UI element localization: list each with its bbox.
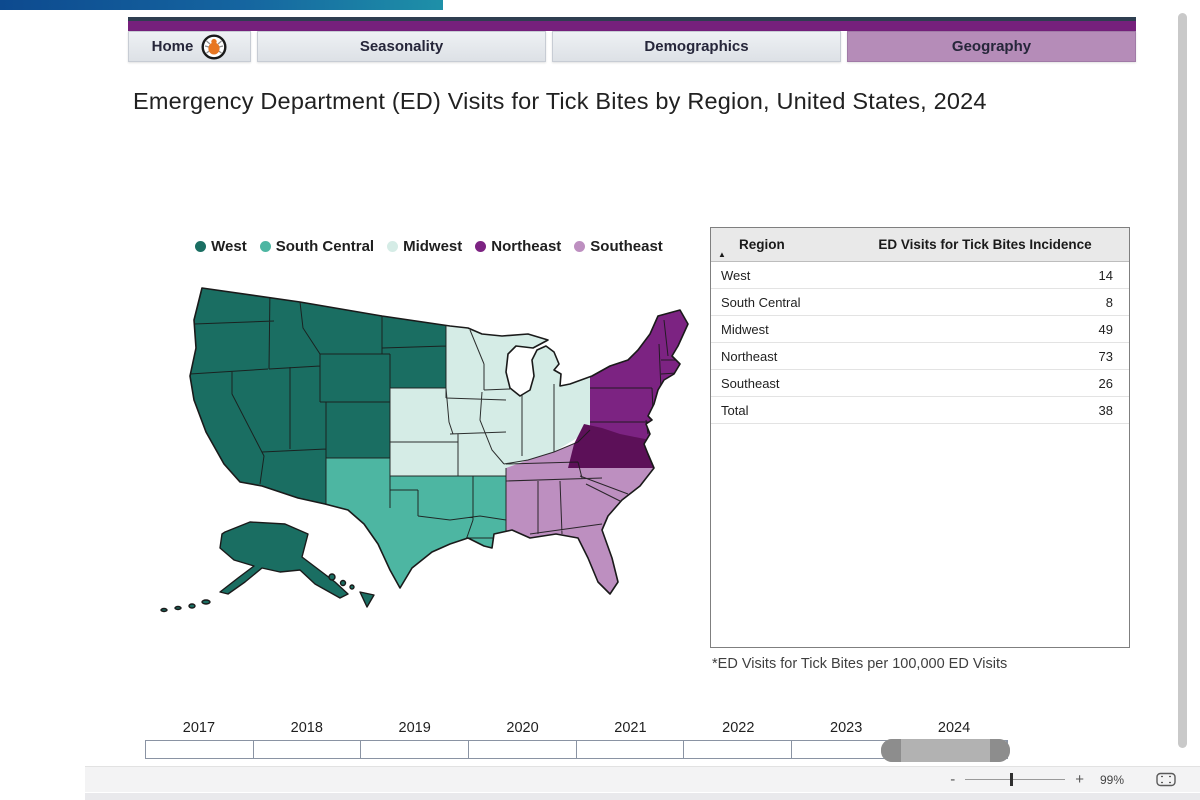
map-region-alaska[interactable] — [160, 521, 349, 613]
tab-demographics-label: Demographics — [644, 38, 749, 55]
table-row[interactable]: Northeast 73 — [711, 343, 1129, 370]
zoom-slider[interactable] — [965, 773, 1066, 786]
top-accent-bar — [0, 0, 443, 10]
year-label-2019: 2019 — [398, 720, 431, 736]
legend-label-northeast: Northeast — [491, 238, 562, 255]
year-slider-handle[interactable] — [881, 739, 1010, 762]
map-region-hawaii[interactable] — [328, 573, 375, 608]
cell-value: 8 — [1105, 294, 1113, 310]
tab-seasonality[interactable]: Seasonality — [257, 31, 546, 62]
tab-demographics[interactable]: Demographics — [552, 31, 841, 62]
year-label-2018: 2018 — [290, 720, 323, 736]
legend-dot-west — [195, 241, 207, 252]
year-segment[interactable] — [254, 741, 362, 758]
map-region-southeast[interactable] — [506, 442, 705, 617]
zoom-slider-handle[interactable] — [1010, 773, 1014, 786]
table-row[interactable]: West 14 — [711, 262, 1129, 289]
year-segment[interactable] — [146, 741, 254, 758]
zoom-in-button[interactable]: + — [1075, 771, 1084, 788]
header-accent-bar — [128, 17, 1136, 31]
column-header-region[interactable]: Region — [739, 237, 785, 252]
year-segment[interactable] — [469, 741, 577, 758]
cell-value: 49 — [1098, 321, 1113, 337]
year-label-2020: 2020 — [506, 720, 539, 736]
legend-item-south-central[interactable]: South Central — [259, 238, 375, 255]
region-table: ▲ Region ED Visits for Tick Bites Incide… — [710, 227, 1130, 648]
status-bar: - + 99% — [85, 766, 1200, 792]
table-row[interactable]: Midwest 49 — [711, 316, 1129, 343]
tab-geography[interactable]: Geography — [847, 31, 1136, 62]
legend-label-midwest: Midwest — [403, 238, 463, 255]
table-row-total[interactable]: Total 38 — [711, 397, 1129, 424]
year-slider-track[interactable] — [145, 739, 1010, 762]
cell-region: South Central — [721, 294, 801, 310]
year-segment[interactable] — [577, 741, 685, 758]
fit-to-page-icon[interactable] — [1156, 772, 1176, 787]
tick-icon — [201, 33, 227, 60]
map-region-west[interactable] — [150, 272, 446, 522]
zoom-level: 99% — [1100, 772, 1125, 787]
table-row[interactable]: Southeast 26 — [711, 370, 1129, 397]
tab-geography-label: Geography — [951, 38, 1032, 55]
cell-value: 26 — [1098, 375, 1113, 391]
vertical-scrollbar[interactable] — [1178, 13, 1187, 748]
footnote: *ED Visits for Tick Bites per 100,000 ED… — [712, 656, 1008, 672]
nav-tabs: Home Seasonality Demographics Geography — [128, 31, 1136, 62]
cell-region: Southeast — [721, 375, 780, 391]
legend-item-west[interactable]: West — [195, 238, 247, 255]
legend-label-west: West — [211, 238, 247, 255]
legend-item-northeast[interactable]: Northeast — [475, 238, 561, 255]
year-label-2022: 2022 — [722, 720, 755, 736]
legend-dot-midwest — [387, 241, 399, 252]
table-header: ▲ Region ED Visits for Tick Bites Incide… — [711, 228, 1129, 262]
legend-dot-northeast — [475, 241, 487, 252]
us-region-map — [150, 272, 705, 617]
tab-home-label: Home — [151, 38, 194, 55]
legend-dot-southeast — [574, 241, 586, 252]
year-label-2023: 2023 — [830, 720, 863, 736]
cell-region: Northeast — [721, 348, 778, 364]
cell-region: West — [721, 267, 751, 283]
state-borders — [190, 288, 679, 565]
legend-item-southeast[interactable]: Southeast — [574, 238, 663, 255]
cell-region: Total — [721, 402, 749, 418]
map-region-virginia-westvirginia[interactable] — [568, 424, 655, 468]
us-outline — [189, 287, 689, 595]
cell-value: 73 — [1098, 348, 1113, 364]
year-labels: 2017 2018 2019 2020 2021 2022 2023 2024 — [145, 720, 1008, 736]
legend-label-southeast: Southeast — [590, 238, 663, 255]
zoom-out-button[interactable]: - — [950, 771, 956, 788]
cell-value: 14 — [1098, 267, 1113, 283]
sort-ascending-icon[interactable]: ▲ — [718, 250, 726, 259]
year-label-2021: 2021 — [614, 720, 647, 736]
cell-value: 38 — [1098, 402, 1113, 418]
table-row[interactable]: South Central 8 — [711, 289, 1129, 316]
year-segment[interactable] — [684, 741, 792, 758]
tab-seasonality-label: Seasonality — [359, 38, 444, 55]
year-segment[interactable] — [361, 741, 469, 758]
cell-region: Midwest — [721, 321, 769, 337]
tab-home[interactable]: Home — [128, 31, 251, 62]
legend-label-south-central: South Central — [275, 238, 375, 255]
legend-dot-south-central — [259, 241, 271, 252]
legend-item-midwest[interactable]: Midwest — [387, 238, 462, 255]
column-header-ed-visits[interactable]: ED Visits for Tick Bites Incidence — [878, 237, 1092, 252]
bottom-edge-bar — [85, 793, 1200, 800]
year-label-2024: 2024 — [937, 720, 971, 736]
map-legend: West South Central Midwest Northeast Sou… — [150, 238, 708, 255]
year-label-2017: 2017 — [182, 720, 216, 736]
page-title: Emergency Department (ED) Visits for Tic… — [133, 88, 987, 114]
